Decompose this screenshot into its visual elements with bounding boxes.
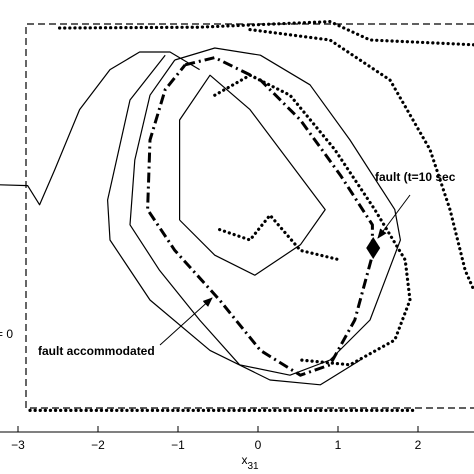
y-label: = 0 bbox=[0, 327, 13, 341]
x-tick-label: −2 bbox=[91, 438, 105, 452]
annotation: fault (t=10 sec bbox=[375, 170, 456, 184]
line bbox=[146, 56, 374, 377]
fault-marker bbox=[366, 237, 381, 259]
arrow bbox=[159, 297, 213, 346]
x-tick-label: 0 bbox=[255, 438, 262, 452]
line bbox=[28, 20, 474, 412]
line bbox=[25, 23, 474, 409]
x-label-base: x bbox=[241, 453, 247, 467]
line bbox=[107, 54, 361, 386]
line bbox=[0, 51, 200, 206]
x-label: x31 bbox=[241, 453, 259, 471]
x-tick-label: 2 bbox=[415, 438, 422, 452]
x-tick-label: −3 bbox=[11, 438, 25, 452]
line bbox=[129, 47, 401, 376]
line bbox=[179, 74, 326, 276]
annotation: fault accommodated bbox=[38, 344, 155, 358]
x-tick-label: 1 bbox=[335, 438, 342, 452]
arrow bbox=[377, 194, 411, 239]
x-label-subscript: 31 bbox=[247, 461, 259, 472]
x-tick-label: −1 bbox=[171, 438, 185, 452]
